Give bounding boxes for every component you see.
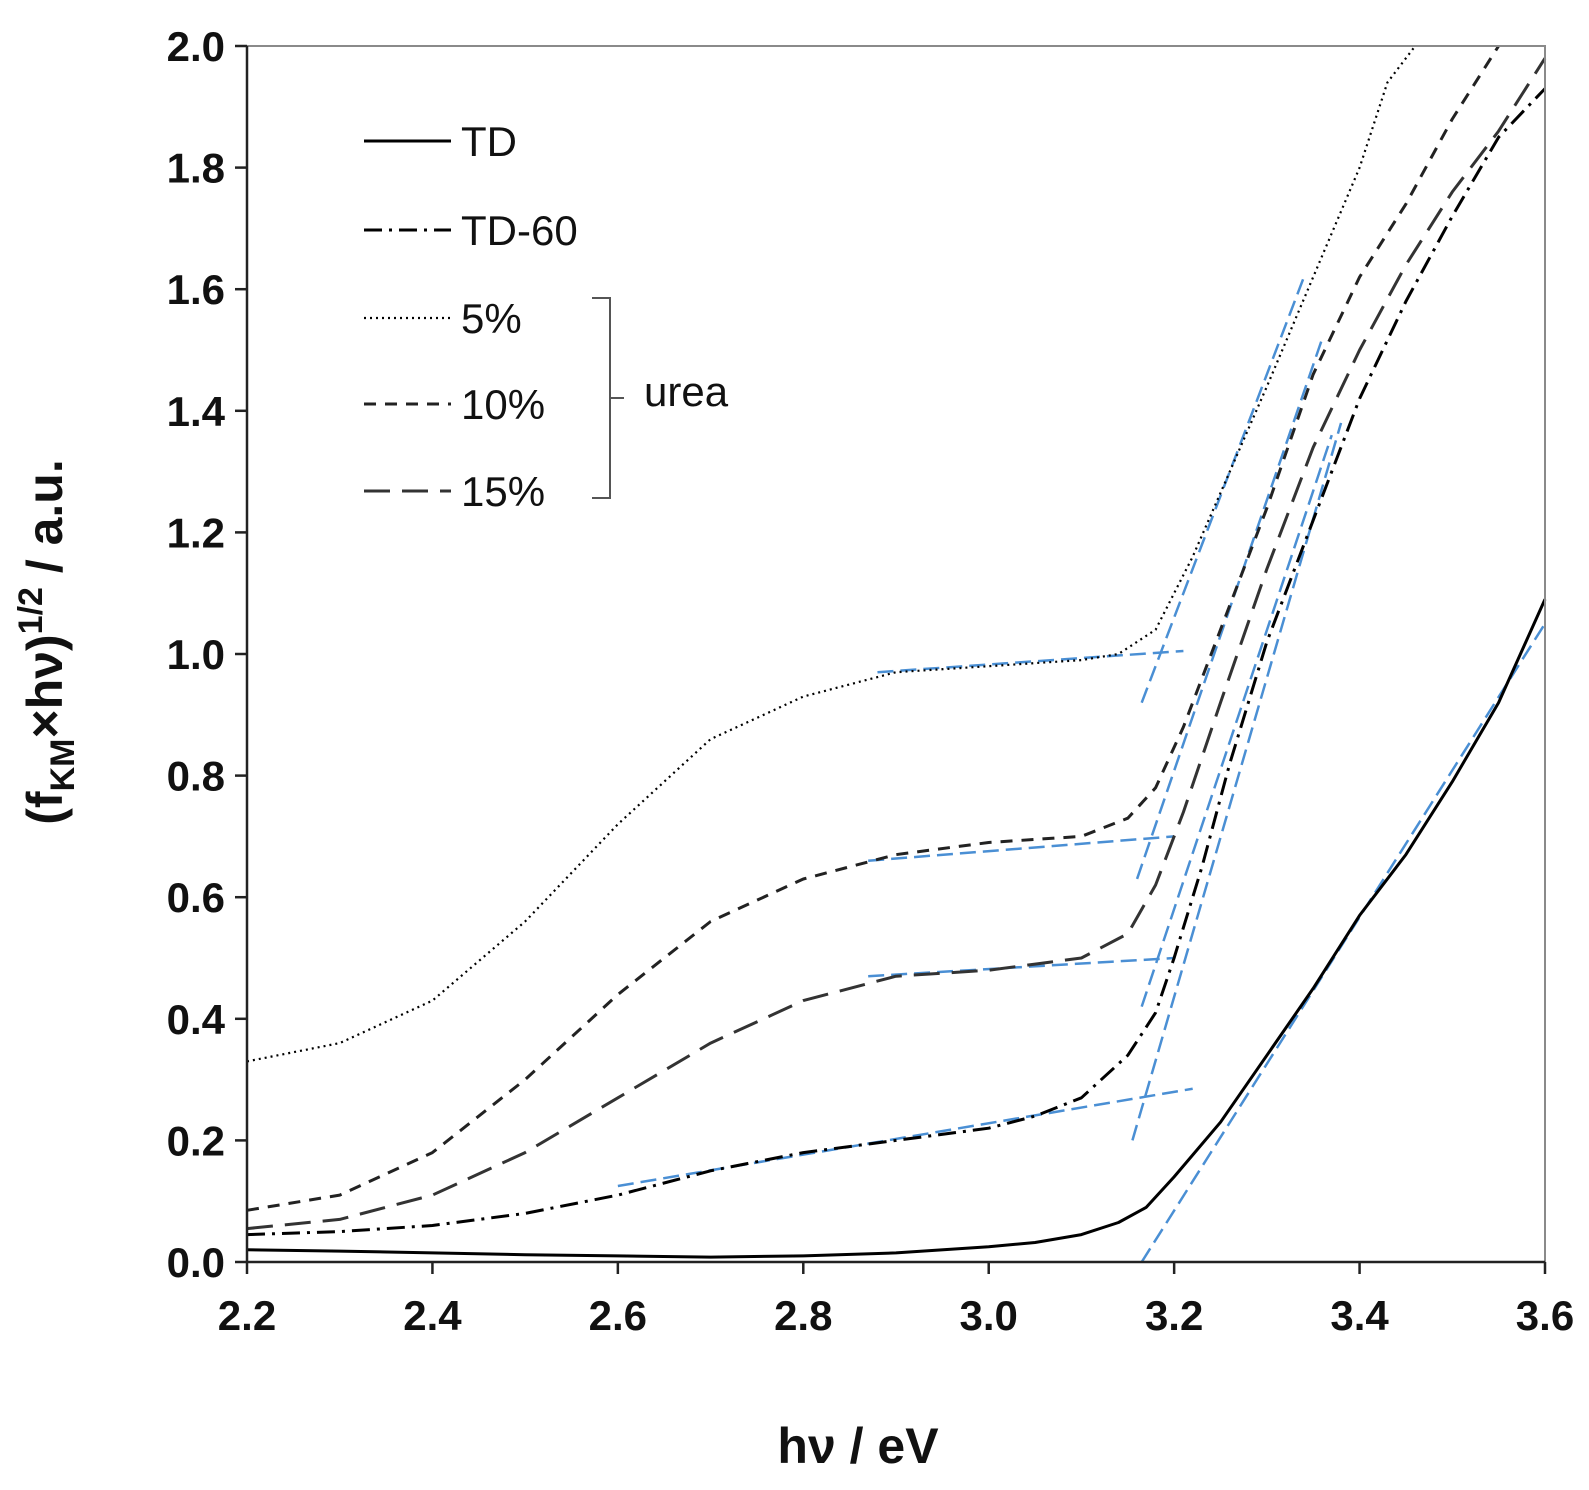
x-tick-group: 2.2 2.4 2.6 2.8 3.0 3.2 3.4 3.6 bbox=[218, 1262, 1574, 1339]
y-tick-label: 0.4 bbox=[167, 996, 226, 1043]
y-axis-title-main: (f bbox=[17, 791, 73, 825]
y-tick-label: 1.6 bbox=[167, 266, 225, 313]
y-tick-label: 0.8 bbox=[167, 753, 225, 800]
fit-lines-group bbox=[617, 276, 1547, 1263]
x-axis-title: hν / eV bbox=[777, 1418, 939, 1474]
fit-line-5 bbox=[868, 956, 1175, 978]
y-axis-title-middle: ×hν) bbox=[17, 634, 73, 738]
y-tick-label: 2.0 bbox=[167, 23, 225, 70]
y-tick-label: 0.6 bbox=[167, 874, 225, 921]
x-tick-label: 3.0 bbox=[960, 1292, 1018, 1339]
y-tick-label: 1.0 bbox=[167, 631, 225, 678]
fit-line-3 bbox=[868, 835, 1175, 862]
legend-label-10pct: 10% bbox=[461, 381, 545, 428]
fit-line-1 bbox=[877, 649, 1184, 674]
fit-line-2 bbox=[1140, 276, 1306, 704]
y-tick-label: 1.2 bbox=[167, 509, 225, 556]
legend-label-td: TD bbox=[461, 118, 517, 165]
y-axis-title-tail: / a.u. bbox=[17, 459, 73, 587]
plot-frame bbox=[246, 45, 1546, 1263]
legend-bracket bbox=[592, 297, 624, 499]
series-line-5pct bbox=[246, 45, 1417, 1063]
series-line-10pct bbox=[246, 45, 1500, 1212]
y-tick-label: 1.4 bbox=[167, 388, 226, 435]
y-axis-title-superscript: 1/2 bbox=[12, 587, 50, 634]
legend-label-5pct: 5% bbox=[461, 295, 522, 342]
x-tick-label: 2.8 bbox=[774, 1292, 832, 1339]
series-line-td bbox=[246, 598, 1547, 1259]
x-tick-label: 3.4 bbox=[1330, 1292, 1389, 1339]
series-group bbox=[246, 45, 1547, 1259]
y-axis-title: (fKM×hν)1/2 / a.u. bbox=[12, 459, 82, 824]
legend-group-label: urea bbox=[644, 368, 729, 415]
series-line-td-60 bbox=[246, 87, 1547, 1237]
y-axis-title-subscript: KM bbox=[44, 739, 82, 792]
y-tick-label: 0.2 bbox=[167, 1117, 225, 1164]
x-tick-label: 3.6 bbox=[1516, 1292, 1574, 1339]
y-tick-group: 0.0 0.2 0.4 0.6 0.8 1.0 1.2 1.4 1.6 1.8 2.0 bbox=[167, 23, 247, 1286]
x-tick-label: 3.2 bbox=[1145, 1292, 1203, 1339]
series-line-15pct bbox=[246, 57, 1547, 1231]
fit-line-6 bbox=[1140, 434, 1333, 1008]
y-tick-label: 0.0 bbox=[167, 1239, 225, 1286]
y-tick-label: 1.8 bbox=[167, 145, 225, 192]
axes-group bbox=[245, 45, 1546, 1264]
x-tick-label: 2.4 bbox=[403, 1292, 462, 1339]
legend-label-td-60: TD-60 bbox=[461, 207, 578, 254]
fit-line-8 bbox=[1131, 422, 1343, 1141]
x-tick-label: 2.2 bbox=[218, 1292, 276, 1339]
legend-label-15pct: 15% bbox=[461, 468, 545, 515]
x-tick-label: 2.6 bbox=[589, 1292, 647, 1339]
legend: TD TD-60 5% 10% 15% urea bbox=[364, 118, 729, 515]
